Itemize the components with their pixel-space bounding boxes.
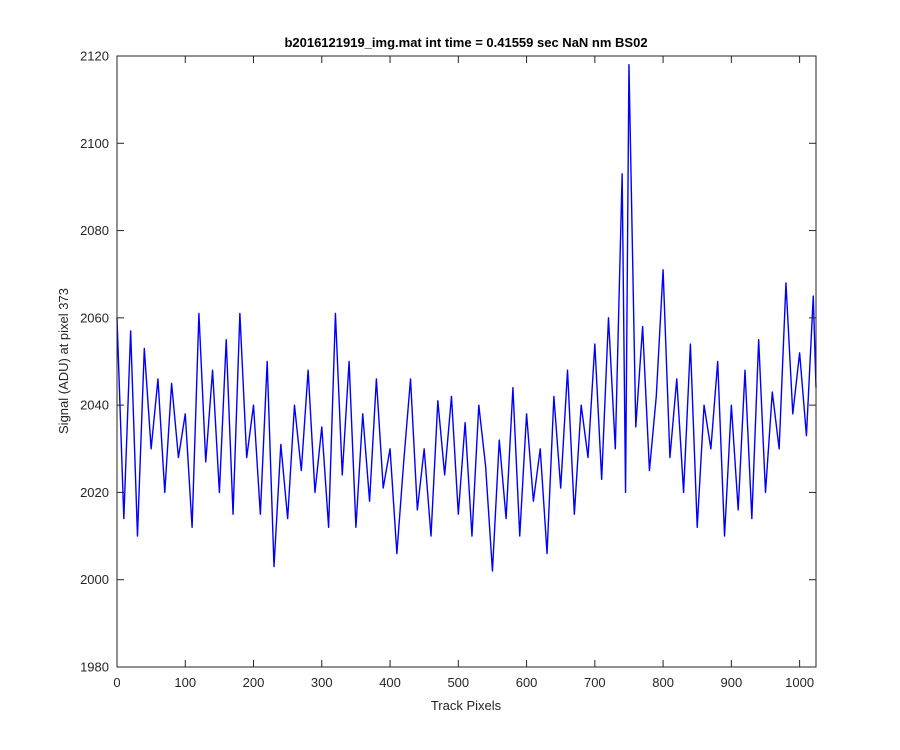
x-tick-label: 400	[379, 675, 401, 690]
y-tick-label: 2100	[80, 136, 109, 151]
x-tick-label: 200	[243, 675, 265, 690]
x-tick-label: 900	[721, 675, 743, 690]
chart-title: b2016121919_img.mat int time = 0.41559 s…	[284, 35, 647, 50]
y-tick-label: 2020	[80, 485, 109, 500]
y-axis-label: Signal (ADU) at pixel 373	[56, 288, 71, 434]
y-tick-label: 2080	[80, 223, 109, 238]
x-tick-label: 0	[113, 675, 120, 690]
plot-background	[117, 56, 816, 667]
y-tick-label: 2040	[80, 398, 109, 413]
y-axis: 1980 2000 2020 2040 2060 2080 2100 2120	[80, 49, 816, 675]
x-tick-label: 100	[174, 675, 196, 690]
x-tick-label: 500	[447, 675, 469, 690]
x-tick-label: 300	[311, 675, 333, 690]
y-tick-label: 2060	[80, 310, 109, 325]
x-tick-label: 600	[516, 675, 538, 690]
y-tick-label: 1980	[80, 660, 109, 675]
series-line-1	[116, 64, 817, 572]
y-tick-label: 2120	[80, 49, 109, 64]
y-tick-label: 2000	[80, 572, 109, 587]
plot-frame	[116, 55, 817, 668]
x-tick-label: 800	[652, 675, 674, 690]
plot-area	[116, 55, 817, 668]
x-tick-label: 1000	[785, 675, 814, 690]
x-axis: 0 100 200 300 400 500 600 700 800 900 1000	[113, 56, 814, 690]
x-axis-label: Track Pixels	[431, 698, 502, 713]
x-tick-label: 700	[584, 675, 606, 690]
